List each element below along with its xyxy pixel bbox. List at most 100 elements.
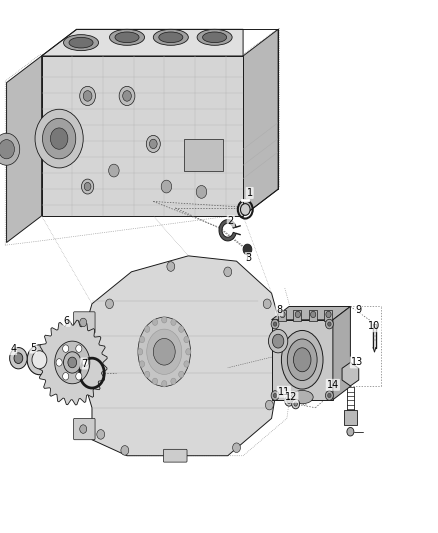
Ellipse shape — [281, 330, 323, 389]
Polygon shape — [37, 320, 107, 405]
Text: 11: 11 — [278, 387, 290, 397]
Circle shape — [268, 329, 288, 353]
Text: 2: 2 — [228, 216, 234, 226]
Circle shape — [80, 86, 95, 106]
Circle shape — [161, 180, 172, 193]
Circle shape — [56, 359, 62, 366]
Circle shape — [42, 118, 76, 159]
Circle shape — [139, 336, 145, 343]
Circle shape — [167, 262, 175, 271]
Bar — [184, 139, 223, 171]
Text: 8: 8 — [276, 305, 283, 315]
Circle shape — [295, 311, 300, 318]
Circle shape — [184, 361, 189, 367]
Circle shape — [328, 322, 331, 326]
Circle shape — [63, 345, 69, 352]
Circle shape — [50, 128, 68, 149]
Circle shape — [240, 204, 250, 215]
Polygon shape — [272, 306, 350, 320]
Circle shape — [171, 378, 176, 384]
Circle shape — [273, 322, 277, 326]
Text: 12: 12 — [285, 392, 297, 402]
Circle shape — [196, 185, 207, 198]
Circle shape — [325, 319, 333, 329]
Circle shape — [0, 133, 20, 165]
Ellipse shape — [64, 35, 99, 51]
Text: 14: 14 — [327, 380, 339, 390]
Circle shape — [243, 244, 252, 255]
Circle shape — [153, 338, 175, 365]
Bar — [324, 310, 332, 321]
Polygon shape — [7, 56, 42, 243]
Polygon shape — [272, 320, 333, 400]
Circle shape — [272, 334, 284, 348]
Polygon shape — [55, 341, 90, 384]
Polygon shape — [333, 306, 350, 400]
Ellipse shape — [197, 29, 232, 45]
Text: 3: 3 — [246, 253, 252, 263]
Circle shape — [119, 86, 135, 106]
Circle shape — [146, 135, 160, 152]
Ellipse shape — [287, 339, 317, 381]
Circle shape — [97, 430, 105, 439]
Circle shape — [233, 443, 240, 453]
Circle shape — [109, 164, 119, 177]
Ellipse shape — [69, 37, 93, 48]
Circle shape — [80, 425, 87, 433]
Circle shape — [84, 182, 91, 191]
Circle shape — [184, 336, 189, 343]
Ellipse shape — [147, 329, 182, 374]
Circle shape — [179, 371, 184, 377]
Circle shape — [171, 319, 176, 326]
Ellipse shape — [138, 317, 191, 386]
Circle shape — [123, 91, 131, 101]
Circle shape — [271, 391, 279, 400]
Bar — [344, 410, 357, 425]
Circle shape — [294, 402, 297, 406]
Circle shape — [311, 311, 316, 318]
Ellipse shape — [115, 32, 139, 43]
Circle shape — [152, 319, 158, 326]
Circle shape — [273, 393, 277, 398]
Circle shape — [271, 319, 279, 329]
Circle shape — [0, 140, 14, 159]
Polygon shape — [243, 29, 278, 216]
Polygon shape — [77, 256, 285, 456]
Text: 9: 9 — [355, 305, 361, 315]
Circle shape — [76, 373, 82, 380]
Circle shape — [80, 318, 87, 327]
Ellipse shape — [202, 32, 227, 43]
Circle shape — [325, 391, 333, 400]
Polygon shape — [42, 56, 243, 216]
Circle shape — [287, 398, 291, 403]
Ellipse shape — [291, 390, 313, 404]
Circle shape — [162, 381, 167, 387]
Text: 4: 4 — [10, 344, 16, 354]
Circle shape — [10, 348, 27, 369]
Circle shape — [27, 345, 52, 375]
Text: 7: 7 — [81, 359, 87, 368]
Circle shape — [149, 139, 157, 149]
Bar — [293, 310, 301, 321]
Circle shape — [14, 353, 23, 364]
Ellipse shape — [159, 32, 183, 43]
Text: 6: 6 — [64, 316, 70, 326]
Text: 13: 13 — [351, 358, 363, 367]
Circle shape — [64, 352, 81, 373]
Circle shape — [179, 326, 184, 333]
Bar — [278, 310, 286, 321]
Circle shape — [292, 399, 300, 409]
Text: 1: 1 — [247, 188, 253, 198]
Bar — [309, 310, 317, 321]
Text: 10: 10 — [368, 321, 381, 331]
Polygon shape — [219, 220, 236, 241]
Circle shape — [63, 373, 69, 380]
Circle shape — [32, 351, 47, 369]
Circle shape — [35, 109, 83, 168]
Circle shape — [280, 311, 285, 318]
Circle shape — [139, 361, 145, 367]
Circle shape — [138, 349, 143, 355]
FancyBboxPatch shape — [74, 312, 95, 333]
Circle shape — [328, 393, 331, 398]
Circle shape — [145, 326, 150, 333]
